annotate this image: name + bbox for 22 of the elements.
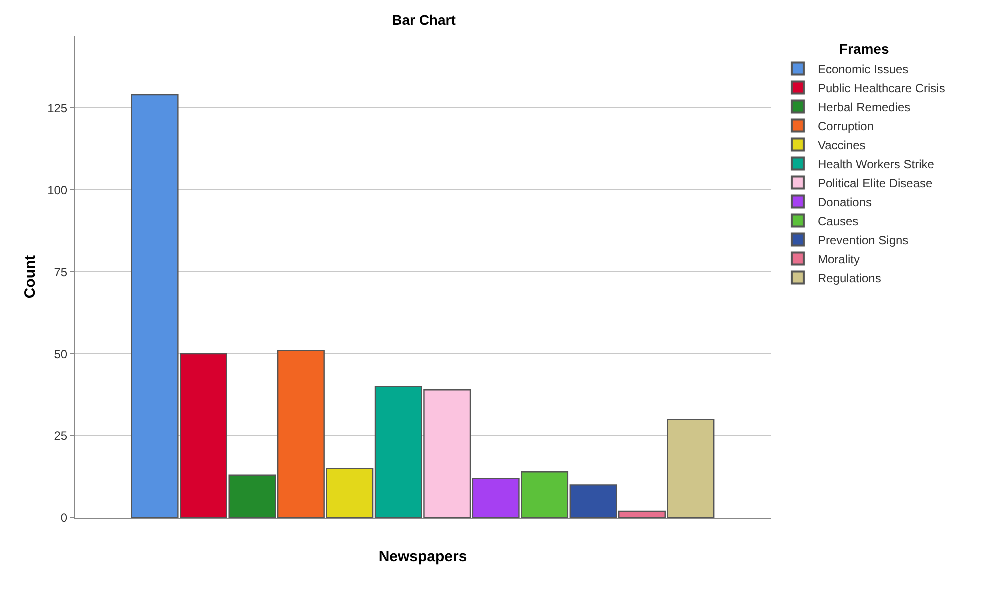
legend-label: Causes — [818, 214, 859, 228]
y-tick-label: 75 — [54, 265, 68, 280]
legend-label: Vaccines — [818, 138, 866, 152]
y-tick-label: 0 — [60, 511, 68, 526]
y-axis-title: Count — [22, 255, 39, 299]
legend-label: Donations — [818, 195, 872, 210]
chart-title: Bar Chart — [392, 12, 456, 28]
y-tick-label: 125 — [48, 101, 68, 116]
y-tick-label: 100 — [48, 183, 68, 198]
legend-label: Prevention Signs — [818, 233, 909, 248]
y-tick-label: 50 — [54, 347, 68, 362]
legend-label: Economic Issues — [818, 62, 909, 76]
legend-label: Health Workers Strike — [818, 157, 935, 172]
legend-title: Frames — [839, 41, 890, 58]
x-axis-title: Newspapers — [378, 548, 468, 566]
legend-label: Herbal Remedies — [818, 100, 911, 114]
legend-label: Morality — [818, 252, 860, 266]
legend-label: Political Elite Disease — [818, 176, 933, 190]
legend-label: Public Healthcare Crisis — [818, 81, 946, 96]
y-tick-label: 25 — [54, 429, 68, 444]
legend-label: Corruption — [818, 119, 874, 134]
legend-label: Regulations — [818, 271, 882, 286]
